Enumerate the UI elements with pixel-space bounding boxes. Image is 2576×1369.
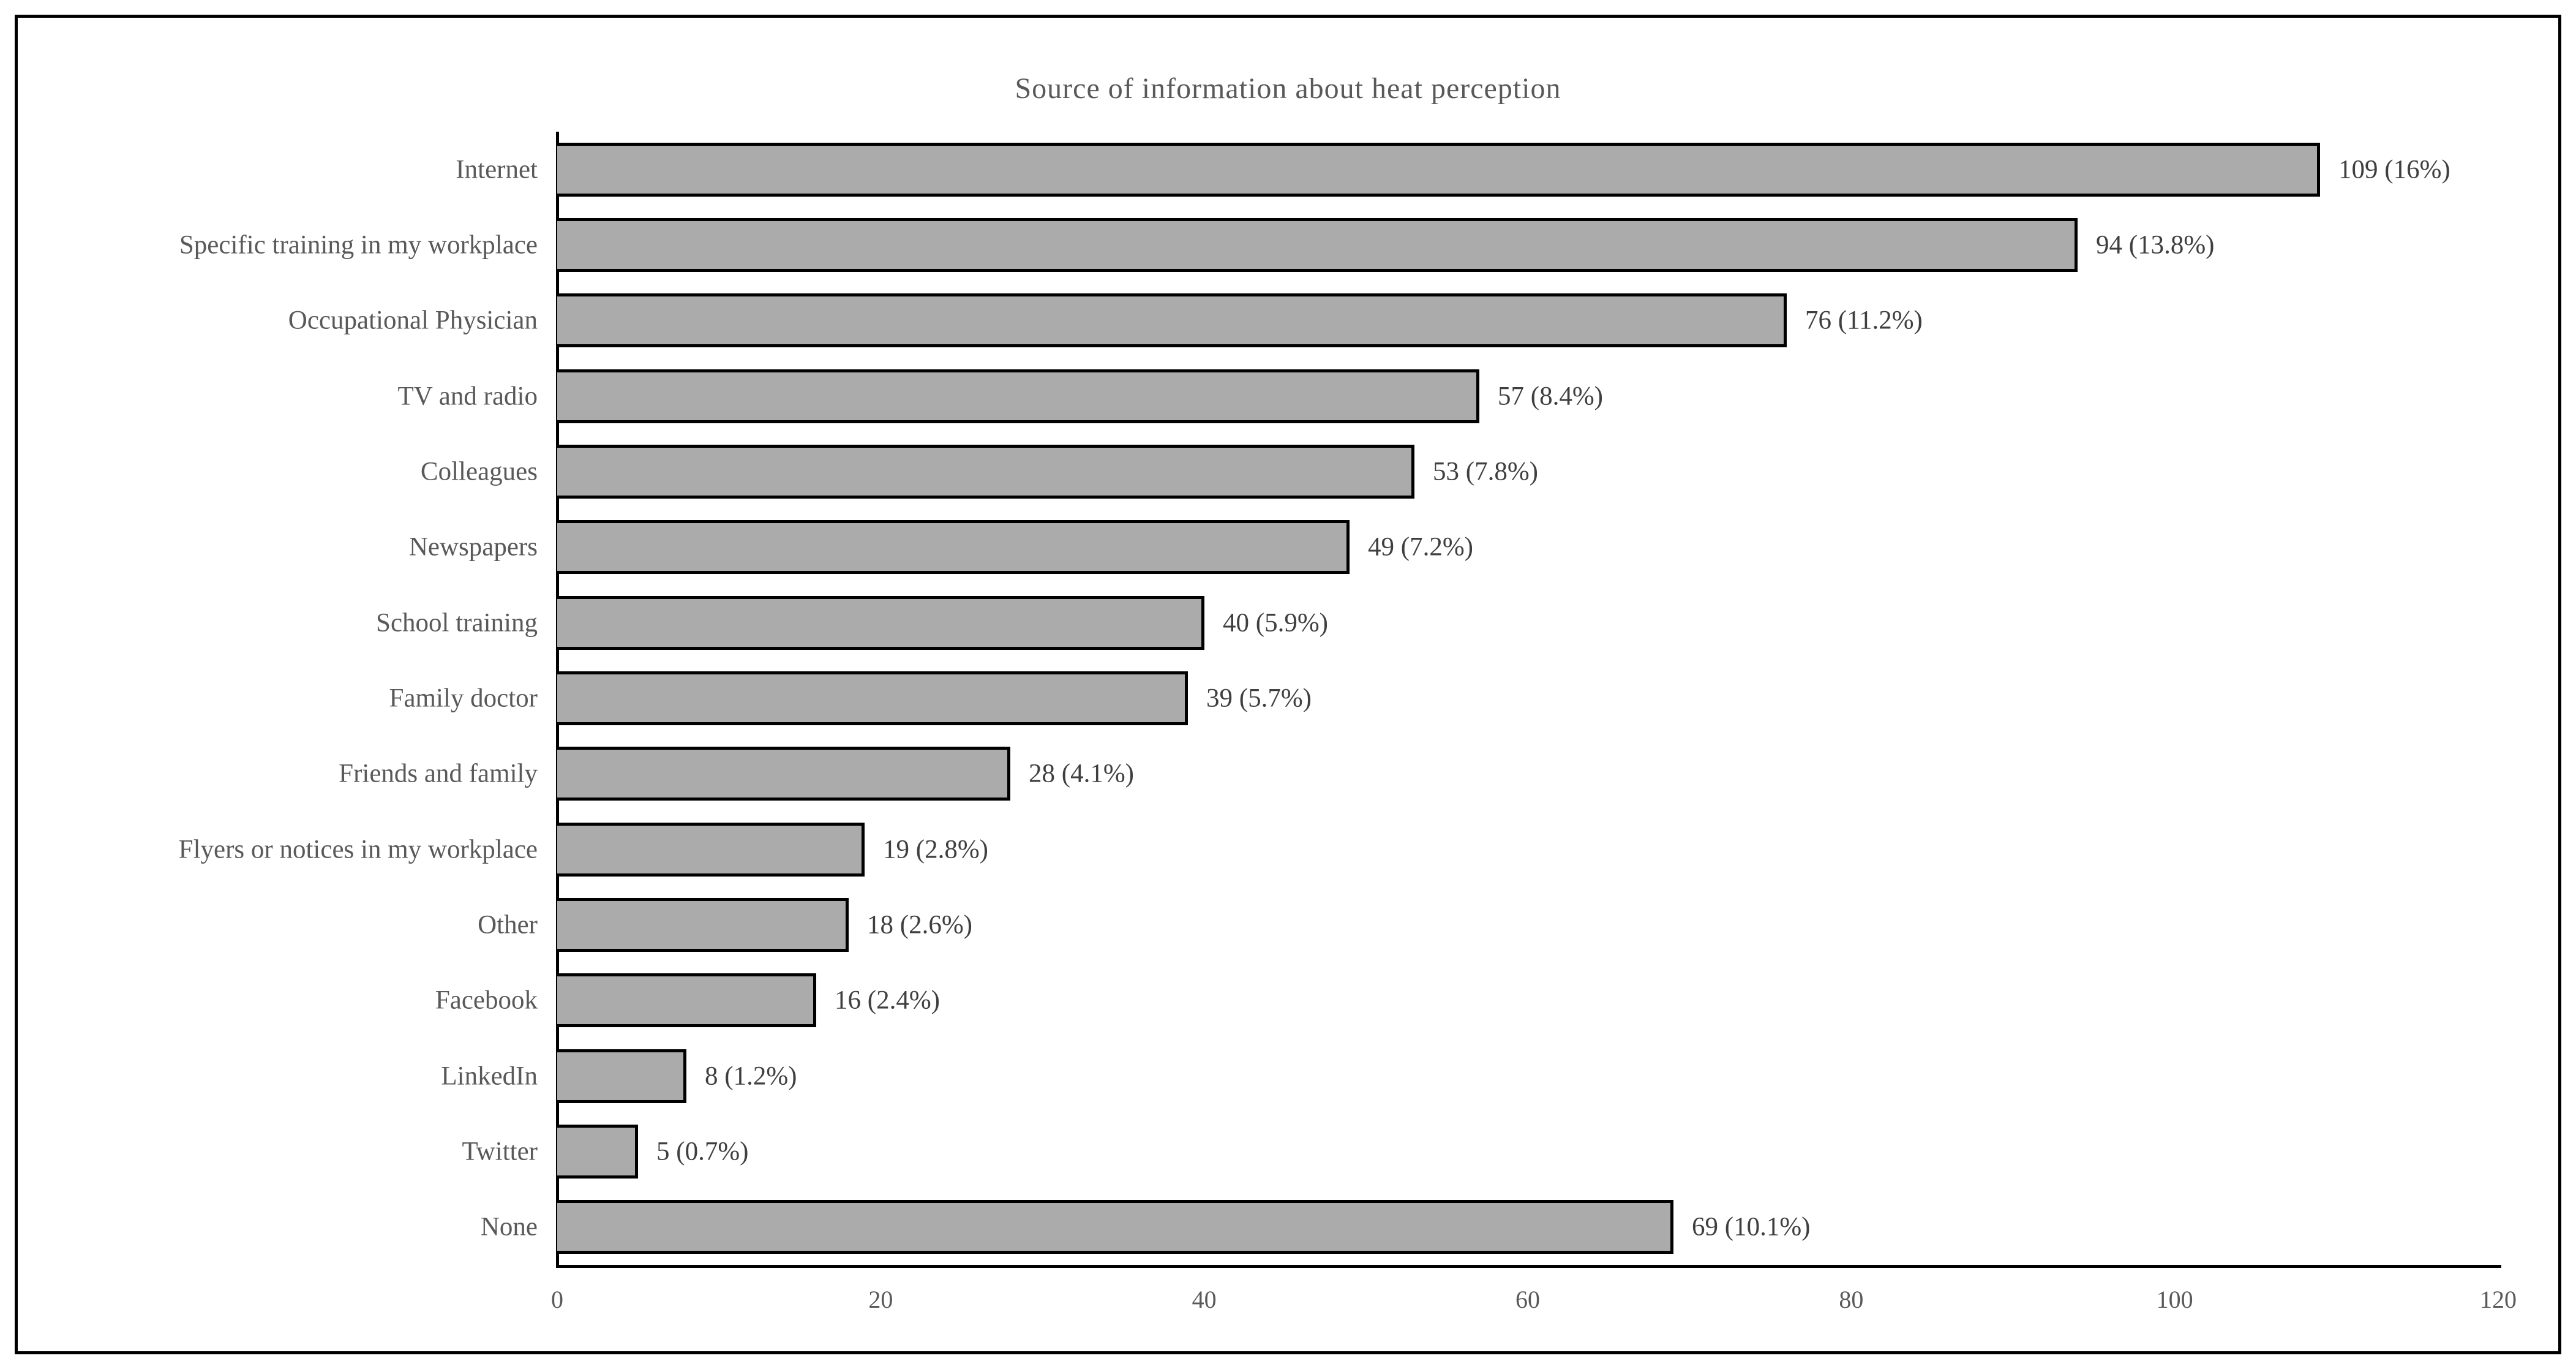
value-label: 39 (5.7%) <box>1206 684 1312 713</box>
bar-family-doctor <box>557 671 1188 725</box>
bar-flyers-or-notices-in-my-workplace <box>557 822 865 877</box>
bar-colleagues <box>557 445 1414 499</box>
chart-title: Source of information about heat percept… <box>1015 72 1561 105</box>
category-label: Colleagues <box>420 457 538 486</box>
bar-specific-training-in-my-workplace <box>557 218 2078 272</box>
value-label: 76 (11.2%) <box>1805 306 1923 335</box>
category-label: School training <box>376 608 538 638</box>
category-label: TV and radio <box>397 382 538 411</box>
category-label: Family doctor <box>389 684 538 713</box>
x-tick-label: 0 <box>551 1286 563 1313</box>
category-label: Flyers or notices in my workplace <box>178 835 538 864</box>
value-label: 28 (4.1%) <box>1029 759 1134 788</box>
x-tick-label: 40 <box>1192 1286 1217 1313</box>
value-label: 109 (16%) <box>2338 155 2450 184</box>
bar-none <box>557 1200 1673 1254</box>
value-label: 8 (1.2%) <box>705 1062 797 1091</box>
x-axis-line <box>556 1265 2501 1268</box>
plot-area <box>557 132 2498 1265</box>
category-label: None <box>480 1212 538 1242</box>
value-label: 53 (7.8%) <box>1433 457 1538 486</box>
category-label: Other <box>478 910 538 940</box>
bar-other <box>557 898 849 952</box>
bar-tv-and-radio <box>557 369 1479 423</box>
category-label: Specific training in my workplace <box>179 230 538 260</box>
category-label: Internet <box>456 155 538 184</box>
bar-facebook <box>557 973 816 1028</box>
value-label: 19 (2.8%) <box>883 835 988 864</box>
category-label: Occupational Physician <box>288 306 538 335</box>
bar-occupational-physician <box>557 293 1787 348</box>
bar-newspapers <box>557 520 1350 575</box>
value-label: 69 (10.1%) <box>1692 1212 1811 1242</box>
bar-school-training <box>557 595 1204 650</box>
value-label: 5 (0.7%) <box>656 1137 749 1166</box>
value-label: 40 (5.9%) <box>1223 608 1328 638</box>
x-tick-label: 120 <box>2480 1286 2517 1313</box>
value-label: 16 (2.4%) <box>835 986 940 1015</box>
category-label: LinkedIn <box>441 1062 538 1091</box>
bar-twitter <box>557 1125 638 1179</box>
x-tick-label: 100 <box>2156 1286 2193 1313</box>
x-tick-label: 60 <box>1515 1286 1540 1313</box>
category-label: Friends and family <box>339 759 538 788</box>
value-label: 49 (7.2%) <box>1368 532 1473 562</box>
x-tick-label: 80 <box>1839 1286 1864 1313</box>
x-tick-label: 20 <box>868 1286 893 1313</box>
category-label: Twitter <box>462 1137 538 1166</box>
bar-internet <box>557 142 2320 197</box>
bar-linkedin <box>557 1049 686 1103</box>
bar-friends-and-family <box>557 747 1010 801</box>
category-label: Facebook <box>435 986 538 1015</box>
category-label: Newspapers <box>408 532 538 562</box>
value-label: 18 (2.6%) <box>867 910 972 940</box>
value-label: 57 (8.4%) <box>1498 382 1603 411</box>
value-label: 94 (13.8%) <box>2096 230 2215 260</box>
